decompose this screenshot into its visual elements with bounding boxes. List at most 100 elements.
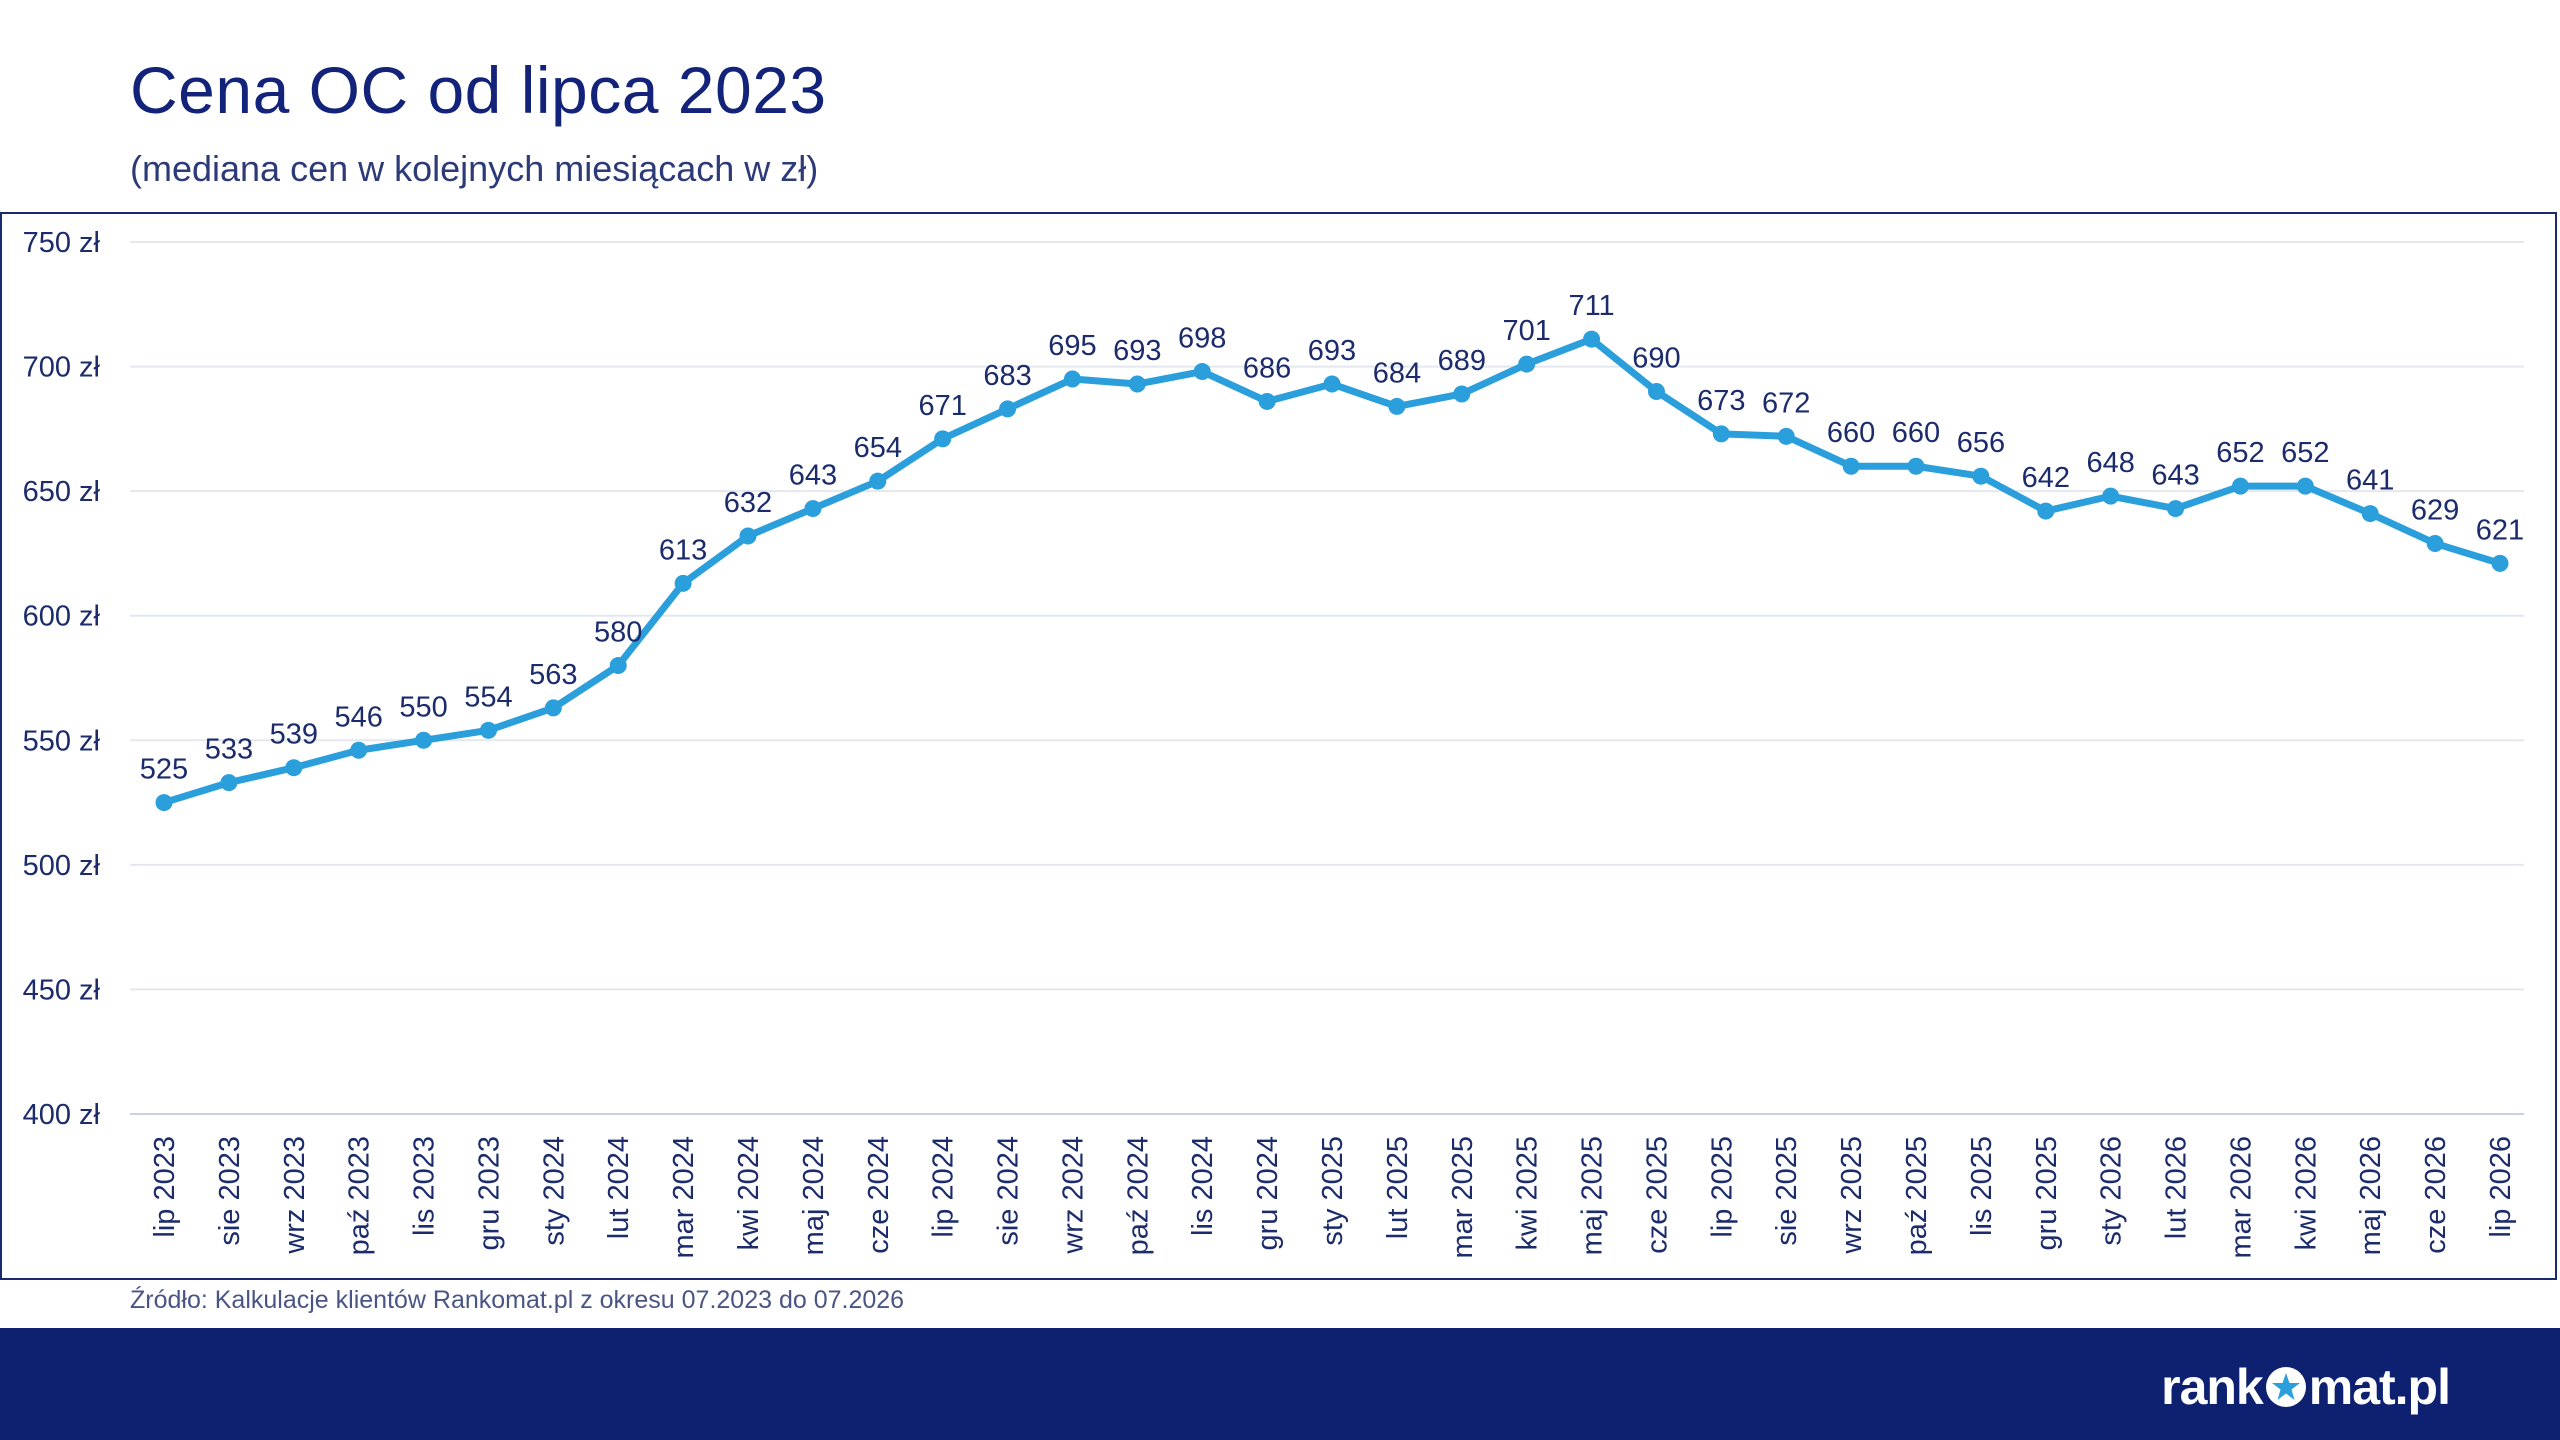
x-tick-label: sie 2024 [993, 1136, 1025, 1246]
source-note: Źródło: Kalkulacje klientów Rankomat.pl … [130, 1286, 905, 1314]
x-tick-label: lis 2024 [1187, 1136, 1219, 1236]
chart-frame: 400 zł 450 zł 500 zł 550 zł 600 zł 650 zł 700 … [0, 212, 2557, 1280]
data-point [2361, 505, 2379, 523]
data-point [2426, 534, 2444, 552]
x-tick-label: lip 2024 [928, 1136, 960, 1238]
data-point [999, 400, 1017, 418]
x-tick-label: kwi 2024 [733, 1136, 765, 1250]
data-point [1453, 385, 1471, 403]
y-tick-label: 700 zł [23, 352, 101, 384]
data-point [1063, 370, 1081, 388]
data-label: 711 [1568, 290, 1614, 322]
x-tick-label: lis 2025 [1966, 1136, 1998, 1236]
data-label: 629 [2411, 494, 2459, 526]
x-tick-label: mar 2024 [668, 1136, 700, 1259]
x-tick-label: paź 2024 [1122, 1136, 1154, 1255]
x-tick-label: kwi 2026 [2290, 1136, 2322, 1250]
data-label: 550 [399, 691, 447, 723]
chart-title: Cena OC od lipca 2023 [130, 53, 827, 127]
x-tick-label: paź 2025 [1901, 1136, 1933, 1255]
x-tick-label: wrz 2023 [279, 1136, 311, 1255]
data-point [804, 500, 822, 518]
data-point [1712, 425, 1730, 443]
data-label: 643 [2151, 460, 2199, 492]
data-label: 613 [659, 534, 707, 566]
data-point [1647, 382, 1665, 400]
x-tick-label: lip 2025 [1706, 1136, 1738, 1238]
data-label: 641 [2346, 465, 2394, 497]
x-tick-label: mar 2025 [1447, 1136, 1479, 1259]
data-label: 689 [1438, 345, 1486, 377]
data-point [285, 759, 303, 777]
data-point [2037, 502, 2055, 520]
data-label: 554 [464, 681, 512, 713]
data-point [2231, 477, 2249, 495]
x-tick-label: lis 2023 [409, 1136, 441, 1236]
x-tick-label: maj 2024 [798, 1136, 830, 1255]
line-chart: 400 zł 450 zł 500 zł 550 zł 600 zł 650 zł 700 … [23, 227, 2525, 1259]
y-tick-label: 550 zł [23, 725, 101, 757]
data-label: 525 [140, 754, 188, 786]
data-label: 642 [2022, 462, 2070, 494]
data-point [2491, 554, 2509, 572]
x-tick-label: gru 2025 [2031, 1136, 2063, 1251]
x-tick-label: sty 2024 [538, 1136, 570, 1246]
data-point [2296, 477, 2314, 495]
data-point [934, 430, 952, 448]
x-tick-label: cze 2026 [2420, 1136, 2452, 1254]
data-label: 690 [1632, 342, 1680, 374]
x-tick-label: lip 2023 [149, 1136, 181, 1238]
data-label: 652 [2281, 437, 2329, 469]
data-point [350, 741, 368, 759]
x-tick-label: paź 2023 [344, 1136, 376, 1255]
data-point [2167, 500, 2185, 518]
series-line [160, 335, 2504, 807]
data-label: 695 [1048, 330, 1096, 362]
data-label: 632 [724, 487, 772, 519]
x-tick-label: lut 2024 [603, 1136, 635, 1239]
data-label: 580 [594, 617, 642, 649]
y-tick-label: 750 zł [23, 227, 101, 259]
y-tick-label: 600 zł [23, 601, 101, 633]
data-point [674, 574, 692, 592]
data-label: 693 [1308, 335, 1356, 367]
data-point [1972, 467, 1990, 485]
data-point [1842, 457, 1860, 475]
star-icon [2265, 1367, 2306, 1407]
data-point [415, 731, 433, 749]
x-tick-label: sie 2025 [1771, 1136, 1803, 1246]
data-point [1388, 397, 1406, 415]
data-point [1907, 457, 1925, 475]
data-label: 533 [205, 734, 253, 766]
data-point [2102, 487, 2120, 505]
data-point [1583, 330, 1601, 348]
x-tick-label: wrz 2024 [1057, 1136, 1089, 1255]
data-point [739, 527, 757, 545]
data-point [1258, 392, 1276, 410]
y-tick-label: 400 zł [23, 1099, 101, 1131]
footer-bar: rank mat.pl [0, 1328, 2560, 1440]
data-point [1193, 363, 1211, 381]
data-point [1518, 355, 1536, 373]
x-tick-label: cze 2025 [1641, 1136, 1673, 1254]
data-label: 652 [2216, 437, 2264, 469]
data-label: 654 [854, 432, 902, 464]
x-tick-label: wrz 2025 [1836, 1136, 1868, 1255]
y-tick-label: 500 zł [23, 850, 101, 882]
data-point [155, 794, 173, 812]
x-tick-label: sie 2023 [214, 1136, 246, 1246]
data-label: 660 [1827, 417, 1875, 449]
data-point [1128, 375, 1146, 393]
x-tick-label: maj 2025 [1577, 1136, 1609, 1255]
data-label: 563 [529, 659, 577, 691]
data-label: 686 [1243, 352, 1291, 384]
x-tick-label: mar 2026 [2225, 1136, 2257, 1259]
data-point [869, 472, 887, 490]
data-label: 698 [1178, 323, 1226, 355]
x-tick-label: maj 2026 [2355, 1136, 2387, 1255]
data-label: 672 [1762, 387, 1810, 419]
rankomat-logo: rank mat.pl [2161, 1359, 2451, 1415]
data-label: 684 [1373, 357, 1421, 389]
chart-subtitle: (mediana cen w kolejnych miesiącach w zł… [130, 148, 819, 189]
x-tick-label: gru 2023 [473, 1136, 505, 1251]
